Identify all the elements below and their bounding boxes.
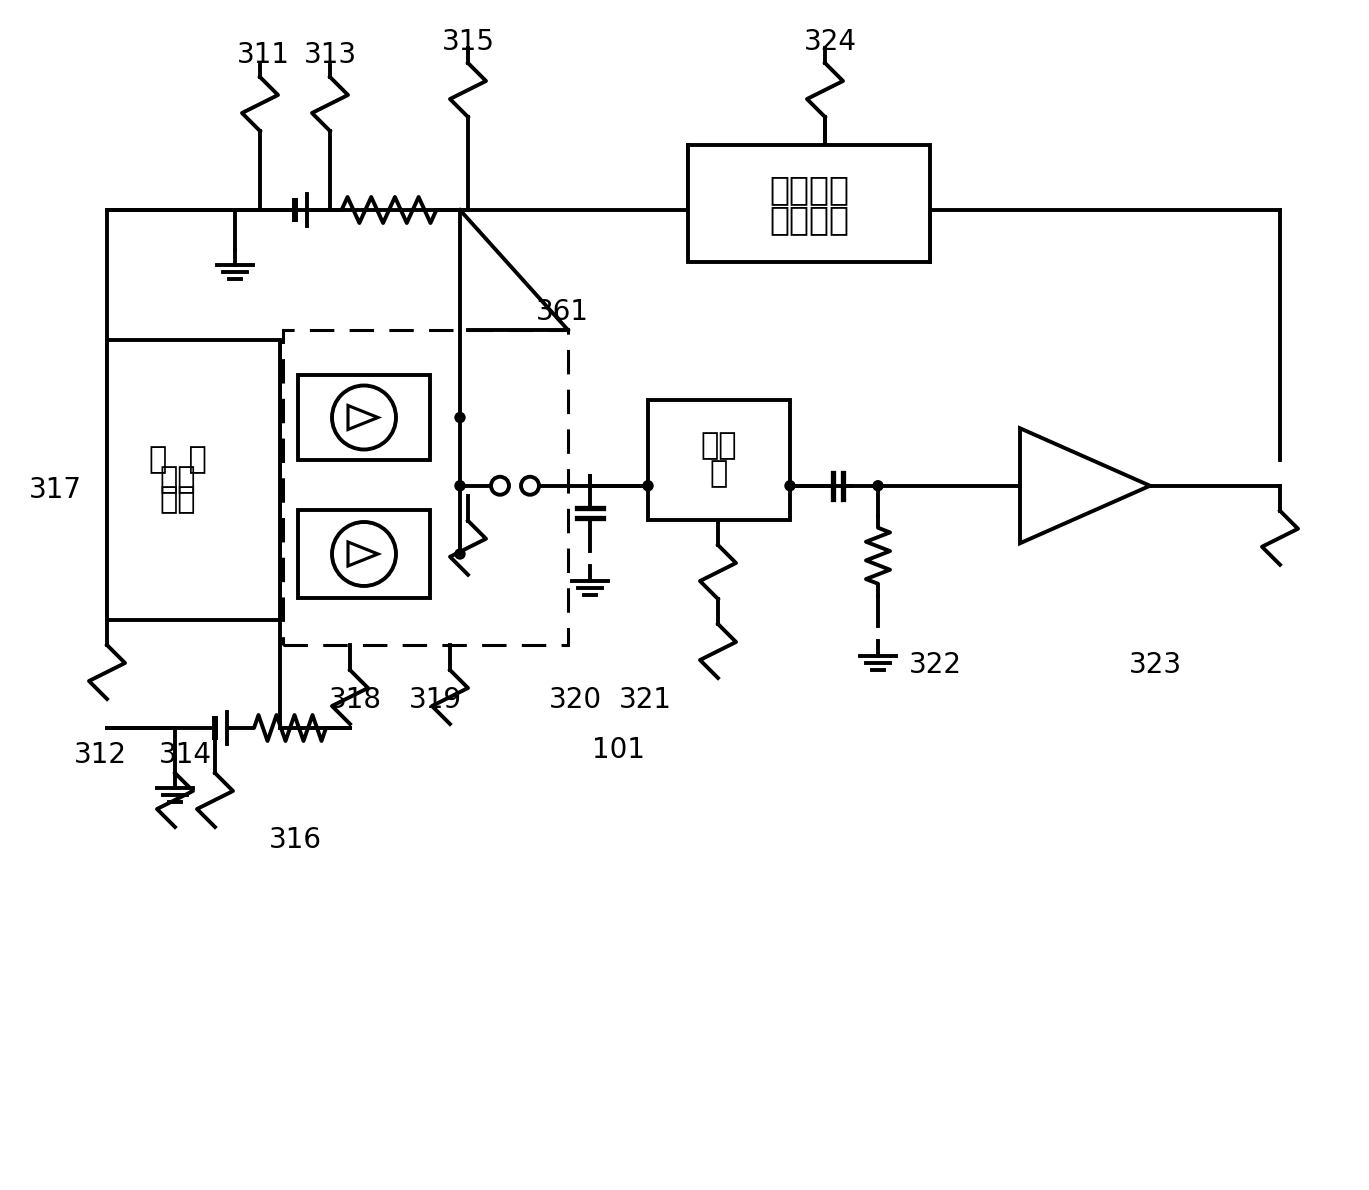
Text: 323: 323 [1128,651,1181,679]
Circle shape [873,481,883,490]
Text: 101: 101 [591,735,645,764]
Text: 318: 318 [329,685,382,714]
Bar [298,511,430,599]
Circle shape [455,481,465,490]
Circle shape [455,549,465,559]
Text: 321: 321 [619,685,672,714]
Text: 极性集中: 极性集中 [769,173,849,206]
Circle shape [643,481,653,490]
Text: 312: 312 [74,741,126,769]
Text: 324: 324 [804,29,857,56]
Text: 313: 313 [304,40,356,69]
Circle shape [455,413,465,422]
Text: 361: 361 [535,298,589,326]
Text: 311: 311 [237,40,289,69]
Text: 器: 器 [711,459,728,489]
Text: 控制装置: 控制装置 [769,203,849,236]
Text: 315: 315 [441,29,494,56]
Text: 320: 320 [549,685,601,714]
Text: 装置: 装置 [159,486,196,514]
Circle shape [784,481,795,490]
Bar [298,375,430,461]
Text: 开  关: 开 关 [149,445,207,475]
Text: 317: 317 [29,476,82,505]
Text: 314: 314 [159,741,211,769]
Bar [689,145,930,262]
Text: 控制: 控制 [159,465,196,495]
Text: 检测: 检测 [701,432,738,461]
Bar [283,330,568,645]
Text: 319: 319 [408,685,461,714]
Bar [107,340,281,620]
Text: 316: 316 [268,826,322,854]
Text: 322: 322 [909,651,961,679]
Bar [648,400,790,520]
